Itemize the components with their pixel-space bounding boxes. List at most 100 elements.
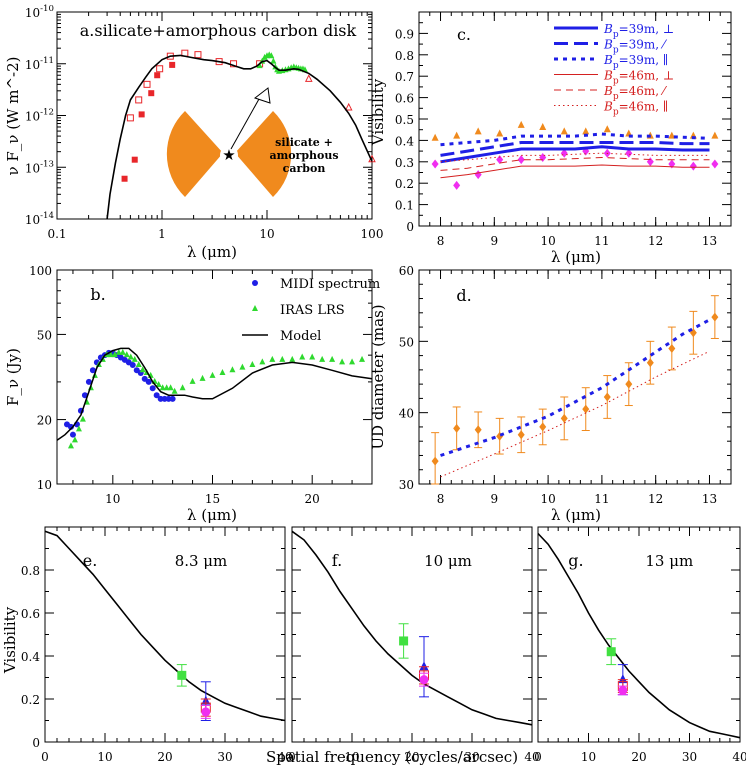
panel-f-frame — [291, 526, 533, 743]
panel-c-legend-label: Bp=46m, ⊥ — [603, 69, 674, 87]
panel-d-data-point — [582, 404, 590, 414]
panel-b-data-point — [75, 425, 82, 432]
panel-d-data-point — [517, 430, 525, 440]
panel-a-data-point — [121, 175, 128, 182]
panel-b-data-point — [85, 378, 92, 385]
panel-b-data-point — [115, 348, 122, 355]
panel-b-data-point — [259, 358, 266, 365]
panel-b-y-tick-label: 100 — [29, 264, 52, 278]
panel-d-y-tick-label: 40 — [399, 407, 414, 421]
panel-c-x-tick-label: 13 — [702, 234, 717, 248]
panel-f-x-tick-label: 40 — [524, 750, 539, 764]
panel-b-data-point — [359, 355, 366, 362]
panel-b-legend-swatch — [252, 280, 258, 286]
shared-x-axis-label: Spatial frequency (cycles/arcsec) — [266, 748, 518, 766]
panel-c-y-tick-label: 0.4 — [395, 134, 414, 148]
panel-d-x-tick-label: 10 — [540, 492, 555, 506]
panel-a-y-tick-label: 10-14 — [25, 211, 55, 227]
panel-b-data-point — [129, 361, 136, 368]
panel-c-x-tick-label: 9 — [490, 234, 498, 248]
panel-d-data-point — [474, 425, 482, 435]
panel-c-data-point — [431, 133, 439, 141]
panel-e-y-tick-label: 0 — [32, 736, 40, 750]
panel-b-data-point — [179, 384, 186, 391]
panel-e-y-tick-label: 0.8 — [21, 564, 40, 578]
panel-a-data-point — [270, 57, 277, 64]
panel-b-data-point — [299, 353, 306, 360]
panel-b-data-point — [69, 431, 76, 438]
panel-c-y-tick-label: 0.7 — [395, 70, 414, 84]
panel-b-data-point — [189, 377, 196, 384]
panel-b-frame — [56, 269, 373, 485]
panel-c-y-tick-label: 0.5 — [395, 113, 414, 127]
panel-b-data-point — [319, 355, 326, 362]
panel-b-data-point — [135, 360, 142, 367]
panel-c-data-point — [582, 127, 590, 135]
panel-g-x-tick-label: 10 — [581, 750, 596, 764]
panel-b-data-point — [289, 355, 296, 362]
panel-c-data-point — [668, 131, 676, 139]
view-line — [230, 98, 260, 150]
disk-left-lobe — [166, 111, 223, 197]
panel-d-data-point — [711, 312, 719, 322]
panel-b-data-point — [229, 366, 236, 373]
panel-a-data-point — [135, 96, 143, 104]
panel-e-x-tick-label: 10 — [97, 750, 112, 764]
panel-b-y-tick-label: 10 — [37, 478, 52, 492]
panel-g-data-point — [618, 685, 628, 695]
panel-c-data-point — [646, 157, 654, 167]
panel-e-x-tick-label: 40 — [277, 750, 292, 764]
panel-d-x-tick-label: 9 — [490, 492, 498, 506]
panel-f-model-line — [291, 530, 533, 726]
panel-g-x-tick-label: 0 — [534, 750, 542, 764]
disk-gap — [220, 146, 238, 164]
panel-b-data-point — [239, 363, 246, 370]
panel-c-data-point — [625, 148, 633, 158]
inset-label-silicate: silicate + — [275, 136, 333, 149]
panel-b-data-point — [111, 351, 118, 358]
panel-b-legend-label: Model — [280, 329, 321, 344]
panel-b-data-point — [209, 371, 216, 378]
panel-d-data-point — [539, 422, 547, 432]
panel-e-y-axis-label: Visibility — [1, 606, 19, 674]
disk-right-lobe — [235, 111, 292, 197]
panel-b-x-tick-label: 15 — [205, 492, 220, 506]
panel-b-data-point — [167, 384, 174, 391]
panel-c-legend-label: Bp=39m, ⁄ — [603, 38, 668, 56]
panel-c-model-line — [440, 164, 710, 179]
panel-b-data-point — [155, 381, 162, 388]
panel-c-y-tick-label: 0.9 — [395, 27, 414, 41]
panel-e-x-tick-label: 0 — [41, 750, 49, 764]
panel-a-x-tick-label: 10 — [259, 227, 274, 241]
panel-a-data-point — [138, 111, 145, 118]
panel-g-x-tick-label: 20 — [631, 750, 646, 764]
panel-b-x-axis-label: λ (μm) — [187, 506, 237, 524]
observer-eye-icon — [253, 87, 271, 104]
panel-b-legend-label: MIDI spectrum — [280, 277, 380, 292]
panel-d-y-tick-label: 60 — [399, 264, 414, 278]
panel-c-data-point — [474, 127, 482, 135]
panel-b-data-point — [163, 384, 170, 391]
panel-b-data-point — [199, 374, 206, 381]
panel-b-data-point — [249, 360, 256, 367]
panel-b-data-point — [339, 358, 346, 365]
panel-c-y-tick-label: 0.8 — [395, 49, 414, 63]
panel-d-x-tick-label: 13 — [702, 492, 717, 506]
panel-c-legend-label: Bp=39m, ⊥ — [603, 22, 674, 40]
panel-b-data-point — [169, 395, 176, 402]
panel-c-data-point — [711, 159, 719, 169]
panel-c-x-tick-label: 12 — [648, 234, 663, 248]
panel-a-data-point — [143, 80, 151, 88]
panel-c-model-line — [440, 145, 710, 164]
panel-d-frame — [418, 269, 732, 485]
panel-a-data-point — [126, 114, 134, 122]
panel-c-title: c. — [457, 25, 471, 44]
panel-c-y-tick-label: 0.2 — [395, 177, 414, 191]
panel-c-data-point — [560, 148, 568, 158]
panel-d-y-tick-label: 30 — [399, 478, 414, 492]
panel-c-data-point — [689, 161, 697, 171]
panel-b-data-point — [309, 353, 316, 360]
panel-d-x-tick-label: 8 — [437, 492, 445, 506]
panel-g-x-tick-label: 30 — [682, 750, 697, 764]
